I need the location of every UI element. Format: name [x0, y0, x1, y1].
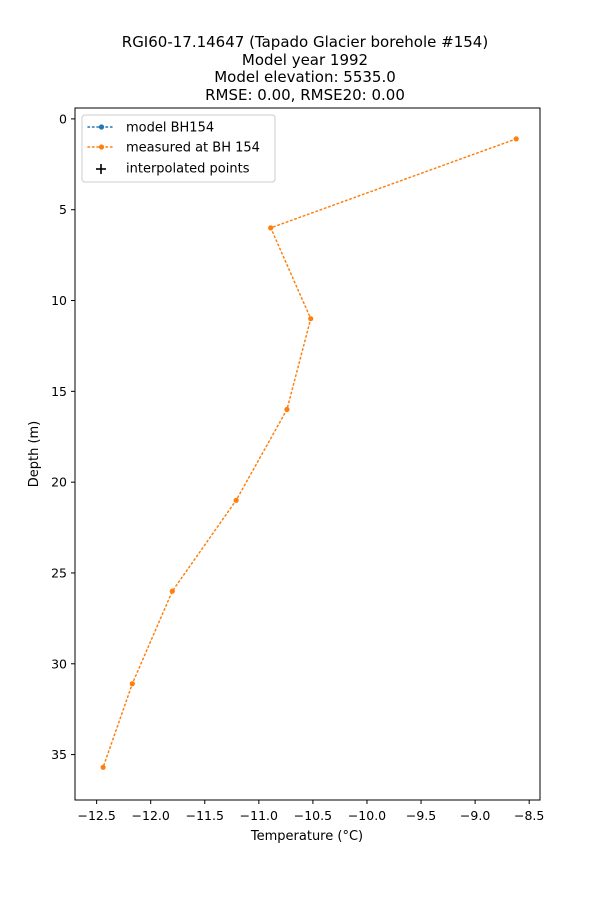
x-tick-label: −11.5 — [186, 808, 224, 823]
data-point — [513, 136, 519, 142]
legend-marker — [98, 144, 105, 150]
legend-box — [81, 114, 276, 183]
y-axis-label: Depth (m) — [27, 421, 42, 488]
plot-area — [74, 107, 541, 801]
legend-label: model BH154 — [126, 121, 214, 136]
series-1 — [100, 136, 519, 770]
plot-frame — [74, 107, 541, 801]
data-point — [100, 764, 106, 770]
y-tick-label: 25 — [51, 565, 67, 580]
data-point — [169, 588, 175, 594]
x-tick-label: −10.0 — [348, 808, 386, 823]
y-tick-label: 10 — [51, 293, 67, 308]
data-point — [308, 316, 314, 322]
axis-ticks: −12.5 −12.0 −11.5 −11.0 −10.5 −10.0 −9.5 −9.0 −8… — [51, 111, 544, 823]
legend: model BH154 measured at BH 154 interpolate… — [81, 114, 276, 183]
legend-entry-2: interpolated points — [96, 162, 250, 177]
x-tick-label: −9.0 — [460, 808, 490, 823]
x-tick-label: −12.0 — [132, 808, 170, 823]
y-tick-label: 0 — [59, 111, 67, 126]
data-point — [268, 225, 274, 231]
y-tick-label: 35 — [51, 747, 67, 762]
data-point — [284, 406, 290, 413]
title-line-4: RMSE: 0.00, RMSE20: 0.00 — [205, 86, 405, 104]
title-line-1: RGI60-17.14647 (Tapado Glacier borehole … — [122, 33, 488, 51]
title-line-2: Model year 1992 — [242, 51, 368, 69]
x-tick-label: −11.0 — [240, 808, 278, 823]
y-tick-label: 20 — [51, 475, 67, 490]
data-point — [233, 497, 239, 503]
legend-label: measured at BH 154 — [126, 141, 260, 156]
y-tick-label: 15 — [51, 384, 67, 399]
y-tick-label: 30 — [51, 656, 67, 671]
x-tick-label: −9.5 — [406, 808, 436, 823]
chart-title: RGI60-17.14647 (Tapado Glacier borehole … — [122, 33, 488, 104]
data-point — [129, 681, 135, 687]
y-tick-label: 5 — [59, 202, 67, 217]
x-tick-label: −8.5 — [514, 808, 544, 823]
legend-entry-0: model BH154 — [87, 121, 214, 136]
title-line-3: Model elevation: 5535.0 — [214, 68, 396, 86]
x-tick-label: −10.5 — [294, 808, 332, 823]
series-line — [102, 138, 517, 769]
x-tick-label: −12.5 — [77, 808, 115, 823]
legend-label: interpolated points — [126, 162, 250, 177]
legend-marker — [98, 124, 105, 130]
legend-entry-1: measured at BH 154 — [87, 141, 260, 156]
x-axis-label: Temperature (°C) — [250, 829, 363, 844]
